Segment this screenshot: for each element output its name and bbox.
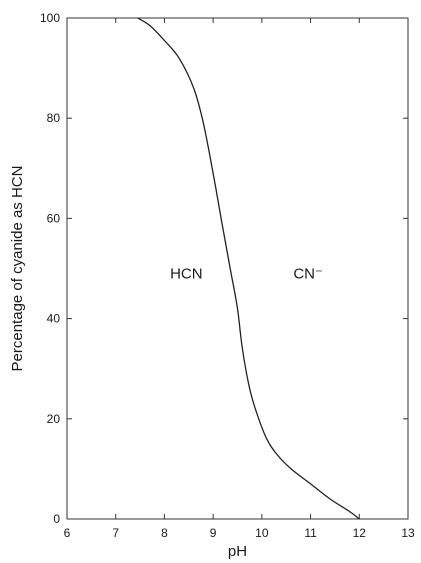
plot-frame [66, 17, 409, 520]
hcn-percentage-curve [137, 17, 360, 520]
hcn-region-label: HCN [170, 266, 203, 283]
x-axis-title: pH [228, 543, 247, 560]
y-axis-ticks: 0 20 40 60 80 100 [40, 11, 408, 526]
x-tick-label: 10 [255, 526, 269, 540]
y-tick-label: 60 [47, 211, 61, 225]
x-tick-label: 9 [210, 526, 217, 540]
x-tick-label: 12 [353, 526, 367, 540]
y-tick-label: 40 [47, 312, 61, 326]
y-tick-label: 80 [47, 111, 61, 125]
x-tick-label: 6 [64, 526, 71, 540]
x-axis-ticks: 6 7 8 9 10 11 12 13 [64, 18, 415, 540]
x-tick-label: 7 [112, 526, 119, 540]
x-tick-label: 11 [304, 526, 317, 540]
x-tick-label: 8 [161, 526, 168, 540]
y-tick-label: 0 [53, 512, 60, 526]
y-tick-label: 20 [47, 412, 61, 426]
y-tick-label: 100 [40, 11, 60, 25]
cn-region-label: CN⁻ [293, 266, 323, 283]
y-axis-title: Percentage of cyanide as HCN [9, 166, 26, 372]
x-tick-label: 13 [401, 526, 415, 540]
